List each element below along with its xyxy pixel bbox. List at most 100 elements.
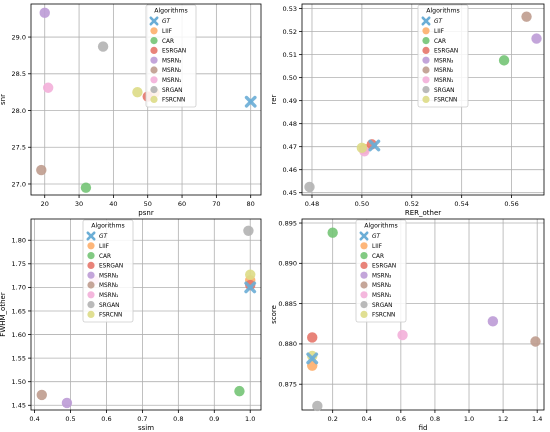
point-car xyxy=(327,227,338,238)
point-msrn-3 xyxy=(531,33,542,44)
legend-label-msrn-2: MSRN₂ xyxy=(434,68,453,74)
legend-label-msrn-3: MSRN₃ xyxy=(99,273,119,279)
legend-label-liif: LIIF xyxy=(434,29,444,35)
legend-label-msrn-3: MSRN₃ xyxy=(372,273,392,279)
x-tick-label: 0.8 xyxy=(173,415,183,423)
legend-label-liif: LIIF xyxy=(372,244,382,250)
y-tick-label: 28.5 xyxy=(12,70,26,78)
legend-label-car: CAR xyxy=(372,254,384,260)
x-tick-label: 0.9 xyxy=(209,415,219,423)
y-tick-label: 1.55 xyxy=(12,354,26,362)
point-msrn-3 xyxy=(487,316,499,327)
y-tick-label: 1.65 xyxy=(12,307,26,315)
legend-label-srgan: SRGAN xyxy=(372,303,393,309)
point-car xyxy=(80,182,92,193)
y-tick-label: 0.885 xyxy=(278,300,297,308)
point-gt-stroke xyxy=(244,281,257,294)
legend-marker-msrn-2 xyxy=(87,281,95,289)
point-msrn-1 xyxy=(397,329,408,341)
legend-label-srgan: SRGAN xyxy=(162,88,183,94)
legend-marker-srgan xyxy=(422,86,430,94)
legend-title: Algorithms xyxy=(364,223,398,230)
point-srgan xyxy=(312,400,323,412)
legend-label-fsrcnn: FSRCNN xyxy=(434,98,457,104)
legend-label-srgan: SRGAN xyxy=(99,303,120,309)
legend-label-msrn-2: MSRN₂ xyxy=(372,283,391,289)
y-tick-label: 0.890 xyxy=(278,260,297,268)
x-tick-label: 1.0 xyxy=(245,415,255,423)
point-srgan xyxy=(243,225,254,236)
point-gt xyxy=(306,352,319,365)
x-tick-label: 0.50 xyxy=(355,200,369,208)
legend-marker-car xyxy=(87,252,95,260)
point-gt xyxy=(244,95,257,108)
x-tick-label: 40 xyxy=(109,200,117,208)
legend-marker-msrn-3 xyxy=(150,56,158,64)
chart-panel-2: 0.48 0.50 0.52 0.54 0.56 0.45 0.46 0.47 0.48 0.49… xyxy=(270,3,545,217)
y-axis-label: FWHM_other xyxy=(0,292,7,337)
point-gt-stroke xyxy=(306,352,319,365)
point-msrn-1 xyxy=(42,82,54,93)
legend-label-liif: LIIF xyxy=(162,29,172,35)
x-tick-label: 0.2 xyxy=(328,415,338,423)
y-tick-label: 0.46 xyxy=(283,166,297,174)
legend-marker-esrgan xyxy=(422,46,430,55)
legend-label-car: CAR xyxy=(162,39,174,45)
legend-title: Algorithms xyxy=(91,223,125,230)
legend-box xyxy=(82,219,134,323)
legend-label-gt: GT xyxy=(99,234,107,240)
point-fsrcnn xyxy=(132,86,143,98)
y-axis-label: score xyxy=(270,305,278,324)
point-gt-stroke xyxy=(368,139,381,152)
x-tick-label: 0.6 xyxy=(396,415,406,423)
point-gt xyxy=(244,281,257,294)
legend-label-liif: LIIF xyxy=(99,244,109,250)
legend-marker-car xyxy=(150,37,158,45)
x-tick-label: 0.4 xyxy=(362,415,372,423)
x-tick-label: 0.54 xyxy=(454,200,468,208)
legend-label-msrn-1: MSRN₁ xyxy=(434,78,453,84)
legend-label-msrn-1: MSRN₁ xyxy=(372,293,391,299)
legend-marker-msrn-1 xyxy=(150,76,158,84)
point-msrn-3 xyxy=(61,397,73,409)
plot-frame xyxy=(30,3,262,196)
legend: Algorithms GT LIIF CAR ESRGAN MSRN₃ MSRN₂ MSRN₁… xyxy=(82,219,134,323)
legend-marker-fsrcnn xyxy=(360,310,368,318)
x-tick-label: 1.4 xyxy=(532,415,542,423)
point-srgan xyxy=(304,181,315,193)
x-tick-label: 0.48 xyxy=(305,200,319,208)
legend-marker-msrn-3 xyxy=(87,271,95,279)
x-tick-label: 0.8 xyxy=(430,415,440,423)
legend-marker-msrn-3 xyxy=(422,56,430,64)
x-axis-label: psnr xyxy=(138,209,154,217)
y-tick-label: 0.51 xyxy=(283,51,297,59)
y-tick-label: 0.895 xyxy=(278,219,297,227)
legend-label-msrn-1: MSRN₁ xyxy=(162,78,181,84)
plot-frame xyxy=(301,3,545,196)
x-axis-label: fid xyxy=(419,424,428,432)
y-axis-label: snr xyxy=(0,94,7,105)
legend-label-fsrcnn: FSRCNN xyxy=(372,313,395,319)
legend-label-gt: GT xyxy=(162,19,170,25)
x-tick-label: 0.5 xyxy=(65,415,75,423)
legend-box xyxy=(145,4,197,108)
legend-marker-srgan xyxy=(360,301,368,309)
legend-marker-liif xyxy=(87,242,95,250)
legend-marker-gt xyxy=(359,231,369,241)
y-tick-label: 0.50 xyxy=(283,74,297,82)
legend-marker-fsrcnn xyxy=(150,95,158,103)
y-tick-label: 27.5 xyxy=(12,144,26,152)
point-car xyxy=(498,55,510,66)
y-tick-label: 27.0 xyxy=(12,180,26,188)
x-tick-label: 0.56 xyxy=(504,200,518,208)
y-tick-label: 1.75 xyxy=(12,260,26,268)
y-tick-label: 0.880 xyxy=(278,340,297,348)
y-tick-label: 1.60 xyxy=(12,331,26,339)
legend-marker-fsrcnn xyxy=(422,95,430,103)
legend-marker-msrn-3 xyxy=(360,271,368,279)
legend-marker-esrgan xyxy=(87,261,95,269)
legend-label-gt: GT xyxy=(434,19,442,25)
legend-marker-srgan xyxy=(87,301,95,309)
x-tick-label: 30 xyxy=(75,200,83,208)
legend-marker-fsrcnn xyxy=(87,310,95,318)
